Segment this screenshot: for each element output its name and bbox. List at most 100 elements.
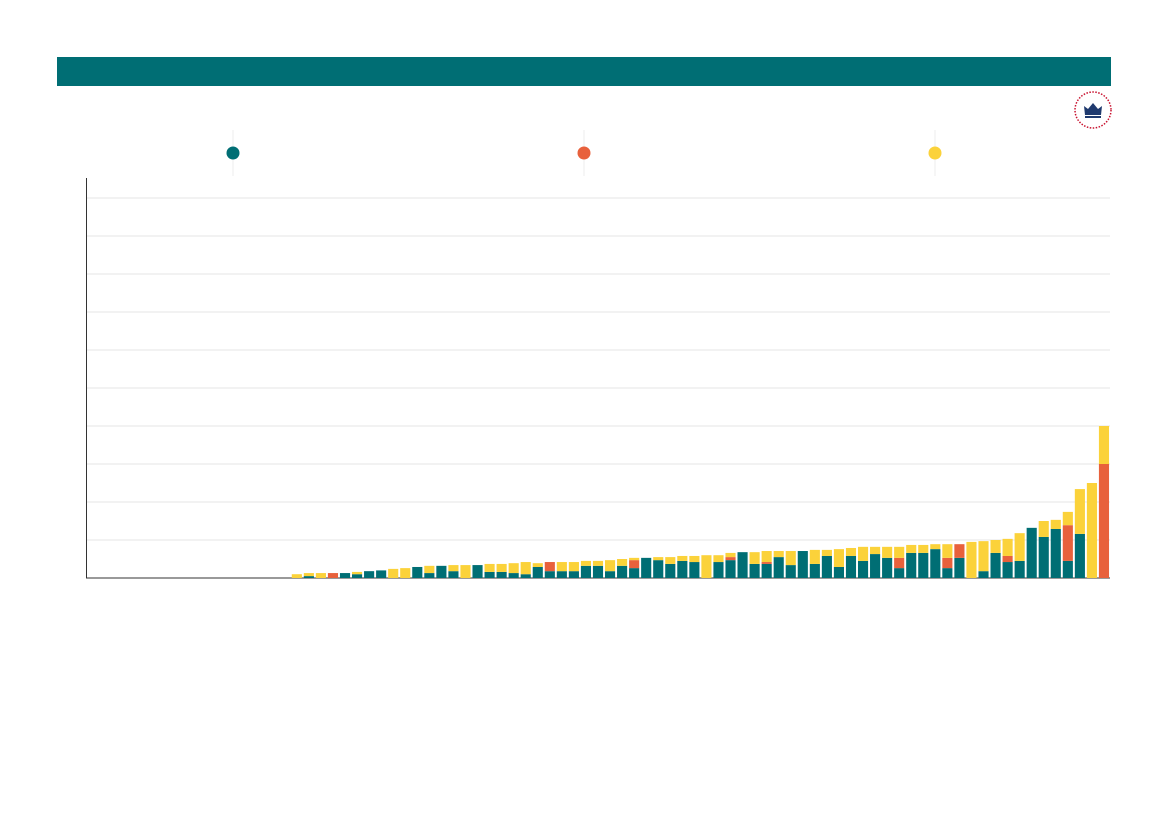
bar-segment bbox=[990, 540, 1001, 553]
bar-segment bbox=[520, 562, 531, 575]
bar-segment bbox=[1074, 489, 1085, 534]
bar-segment bbox=[809, 549, 820, 564]
bar-segment bbox=[1098, 426, 1110, 464]
bar-segment bbox=[785, 551, 796, 566]
bar-segment bbox=[857, 546, 869, 561]
bar-segment bbox=[532, 563, 543, 567]
bar-segment bbox=[677, 560, 688, 578]
bar-segment bbox=[376, 570, 387, 578]
bar-segment bbox=[315, 573, 326, 578]
header-band bbox=[57, 57, 1111, 86]
bar-segment bbox=[906, 552, 917, 578]
bar-segment bbox=[1050, 519, 1061, 529]
bar-segment bbox=[291, 574, 302, 578]
bar-segment bbox=[1050, 528, 1061, 578]
bar-segment bbox=[857, 560, 869, 578]
bar-segment bbox=[484, 563, 495, 572]
bar-segment bbox=[364, 571, 375, 578]
bar-segment bbox=[448, 571, 459, 578]
bar-segment bbox=[400, 568, 411, 578]
bar-segment bbox=[833, 549, 845, 567]
bar-segment bbox=[773, 557, 784, 578]
bar-segment bbox=[556, 562, 567, 572]
bar-segment bbox=[882, 546, 893, 558]
bar-segment bbox=[1002, 555, 1013, 563]
bar-segment bbox=[665, 557, 676, 564]
bar-segment bbox=[327, 573, 339, 578]
bar-segment bbox=[725, 552, 736, 558]
legend bbox=[226, 130, 942, 176]
logo bbox=[1074, 91, 1112, 129]
bar-segment bbox=[496, 571, 507, 578]
bar-segment bbox=[448, 565, 459, 572]
bar-segment bbox=[641, 557, 652, 578]
bar-segment bbox=[1074, 533, 1085, 578]
bar-segment bbox=[725, 557, 736, 561]
bar-segment bbox=[532, 566, 543, 578]
bar-segment bbox=[954, 557, 965, 578]
bar-segment bbox=[797, 551, 808, 578]
grid bbox=[86, 197, 1110, 579]
bar-segment bbox=[1086, 483, 1097, 578]
bar-segment bbox=[303, 576, 314, 578]
bar-segment bbox=[604, 571, 616, 578]
bar-segment bbox=[870, 546, 881, 555]
bar-segment bbox=[339, 573, 351, 578]
bar-segment bbox=[918, 544, 929, 553]
bar-segment bbox=[1014, 560, 1025, 578]
bar-segment bbox=[508, 573, 519, 578]
bar-segment bbox=[761, 562, 772, 564]
bar-segment bbox=[412, 566, 423, 578]
bar-segment bbox=[990, 552, 1001, 578]
bar-segment bbox=[689, 562, 700, 578]
bar-segment bbox=[436, 565, 447, 578]
bar-segment bbox=[845, 547, 857, 556]
bar-segment bbox=[544, 562, 555, 572]
bar-segment bbox=[942, 544, 953, 558]
legend-marker bbox=[226, 146, 240, 160]
bar-segment bbox=[1098, 464, 1110, 578]
bar-segment bbox=[351, 574, 363, 578]
bar-segment bbox=[845, 555, 857, 578]
bar-segment bbox=[1002, 562, 1013, 578]
bar-segment bbox=[942, 557, 953, 569]
bar-segment bbox=[580, 565, 592, 578]
bar-segment bbox=[580, 560, 592, 566]
bars bbox=[291, 426, 1110, 578]
bar-segment bbox=[424, 573, 435, 578]
bar-segment bbox=[906, 544, 917, 553]
bar-segment bbox=[713, 562, 724, 578]
bar-segment bbox=[388, 568, 399, 578]
bar-segment bbox=[978, 571, 989, 578]
bar-segment bbox=[1026, 527, 1037, 578]
bar-segment bbox=[821, 549, 832, 556]
bar-segment bbox=[592, 565, 604, 578]
bar-segment bbox=[821, 555, 832, 578]
bar-segment bbox=[617, 559, 628, 566]
bar-segment bbox=[809, 563, 820, 578]
bar-segment bbox=[604, 560, 616, 572]
bar-segment bbox=[508, 563, 519, 574]
bar-segment bbox=[568, 562, 579, 572]
bar-segment bbox=[617, 565, 628, 578]
bar-segment bbox=[942, 568, 953, 578]
bar-segment bbox=[870, 554, 881, 578]
bar-segment bbox=[894, 568, 905, 578]
bar-segment bbox=[930, 544, 941, 550]
bar-segment bbox=[954, 544, 965, 558]
bar-segment bbox=[930, 549, 941, 578]
bar-segment bbox=[894, 557, 905, 569]
legend-marker bbox=[577, 146, 591, 160]
bar-segment bbox=[592, 560, 604, 566]
bar-segment bbox=[1002, 538, 1013, 556]
bar-segment bbox=[1038, 536, 1049, 578]
bar-segment bbox=[351, 571, 363, 575]
bar-segment bbox=[1014, 533, 1025, 561]
bar-segment bbox=[737, 552, 748, 578]
bar-segment bbox=[966, 541, 977, 578]
bar-segment bbox=[556, 571, 567, 578]
bar-segment bbox=[894, 546, 905, 558]
bar-segment bbox=[629, 568, 640, 578]
